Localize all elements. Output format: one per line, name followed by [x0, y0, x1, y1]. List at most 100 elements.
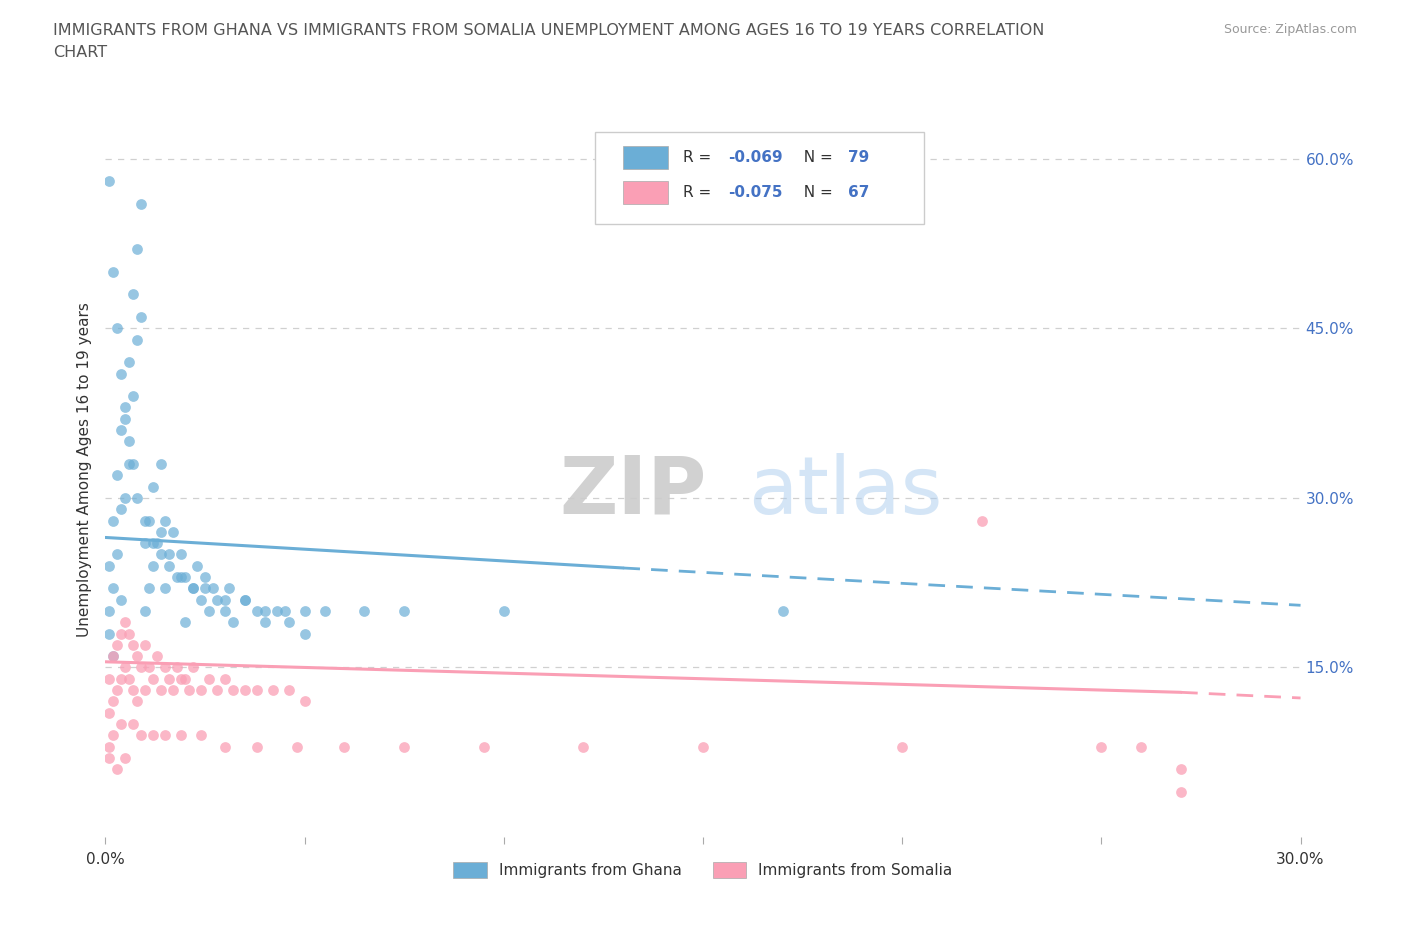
- Point: [122, 457, 145, 472]
- Point: [174, 615, 197, 630]
- Point: [262, 683, 284, 698]
- Point: [194, 581, 217, 596]
- Point: [103, 649, 125, 664]
- Point: [294, 626, 316, 641]
- Point: [103, 649, 125, 664]
- Point: [118, 626, 141, 641]
- Text: 67: 67: [848, 185, 869, 200]
- Point: [492, 604, 515, 618]
- Point: [353, 604, 375, 618]
- Point: [110, 716, 132, 731]
- Point: [214, 739, 236, 754]
- Point: [103, 513, 125, 528]
- Text: 79: 79: [848, 150, 869, 165]
- Point: [146, 536, 169, 551]
- Point: [150, 683, 173, 698]
- Point: [153, 513, 177, 528]
- Y-axis label: Unemployment Among Ages 16 to 19 years: Unemployment Among Ages 16 to 19 years: [76, 302, 91, 637]
- Point: [162, 525, 184, 539]
- Point: [98, 739, 121, 754]
- Point: [114, 490, 136, 505]
- Point: [294, 694, 316, 709]
- Text: R =: R =: [683, 150, 716, 165]
- Point: [198, 671, 221, 686]
- Point: [772, 604, 794, 618]
- Point: [103, 694, 125, 709]
- Point: [103, 728, 125, 743]
- Point: [142, 671, 165, 686]
- Point: [222, 683, 245, 698]
- Point: [129, 728, 153, 743]
- Point: [181, 581, 204, 596]
- Point: [134, 637, 156, 652]
- Text: Source: ZipAtlas.com: Source: ZipAtlas.com: [1223, 23, 1357, 36]
- Point: [181, 581, 204, 596]
- Point: [129, 310, 153, 325]
- Point: [153, 660, 177, 675]
- Point: [166, 660, 188, 675]
- Point: [114, 660, 136, 675]
- Point: [294, 604, 316, 618]
- Point: [162, 683, 184, 698]
- Point: [134, 513, 156, 528]
- Point: [138, 581, 160, 596]
- Point: [142, 479, 165, 494]
- Point: [114, 400, 136, 415]
- Point: [333, 739, 356, 754]
- Point: [1170, 762, 1192, 777]
- Point: [98, 671, 121, 686]
- Point: [392, 604, 416, 618]
- Point: [114, 411, 136, 426]
- Point: [103, 581, 125, 596]
- Point: [157, 547, 180, 562]
- Point: [134, 536, 156, 551]
- Point: [129, 660, 153, 675]
- Point: [127, 490, 149, 505]
- Point: [118, 355, 141, 370]
- Point: [146, 649, 169, 664]
- Point: [110, 671, 132, 686]
- Point: [205, 683, 228, 698]
- Point: [122, 389, 145, 404]
- Point: [233, 683, 256, 698]
- Point: [174, 671, 197, 686]
- Point: [314, 604, 336, 618]
- Point: [129, 196, 153, 211]
- Point: [170, 728, 193, 743]
- Point: [134, 604, 156, 618]
- Point: [98, 751, 121, 765]
- Point: [170, 569, 193, 584]
- Point: [277, 683, 299, 698]
- FancyBboxPatch shape: [623, 181, 668, 205]
- Point: [134, 683, 156, 698]
- Point: [142, 536, 165, 551]
- Point: [285, 739, 308, 754]
- FancyBboxPatch shape: [596, 132, 924, 223]
- Point: [107, 762, 129, 777]
- Point: [122, 287, 145, 302]
- Point: [166, 569, 188, 584]
- Point: [118, 457, 141, 472]
- Point: [891, 739, 914, 754]
- Point: [253, 604, 276, 618]
- Text: N =: N =: [794, 150, 838, 165]
- Point: [103, 264, 125, 279]
- Point: [110, 626, 132, 641]
- Point: [142, 728, 165, 743]
- Text: -0.075: -0.075: [728, 185, 783, 200]
- Point: [214, 671, 236, 686]
- Point: [142, 558, 165, 573]
- Point: [174, 569, 197, 584]
- Point: [150, 547, 173, 562]
- Point: [122, 716, 145, 731]
- Point: [205, 592, 228, 607]
- Point: [214, 604, 236, 618]
- Point: [114, 615, 136, 630]
- Point: [98, 558, 121, 573]
- Point: [1170, 784, 1192, 799]
- Point: [153, 581, 177, 596]
- Point: [202, 581, 225, 596]
- Text: atlas: atlas: [748, 453, 943, 531]
- Point: [273, 604, 295, 618]
- Point: [118, 434, 141, 449]
